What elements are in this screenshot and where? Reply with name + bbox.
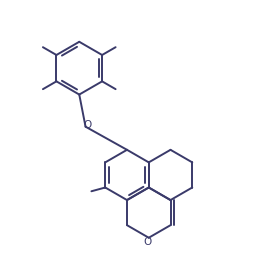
Text: O: O xyxy=(83,120,91,131)
Text: O: O xyxy=(143,237,152,246)
